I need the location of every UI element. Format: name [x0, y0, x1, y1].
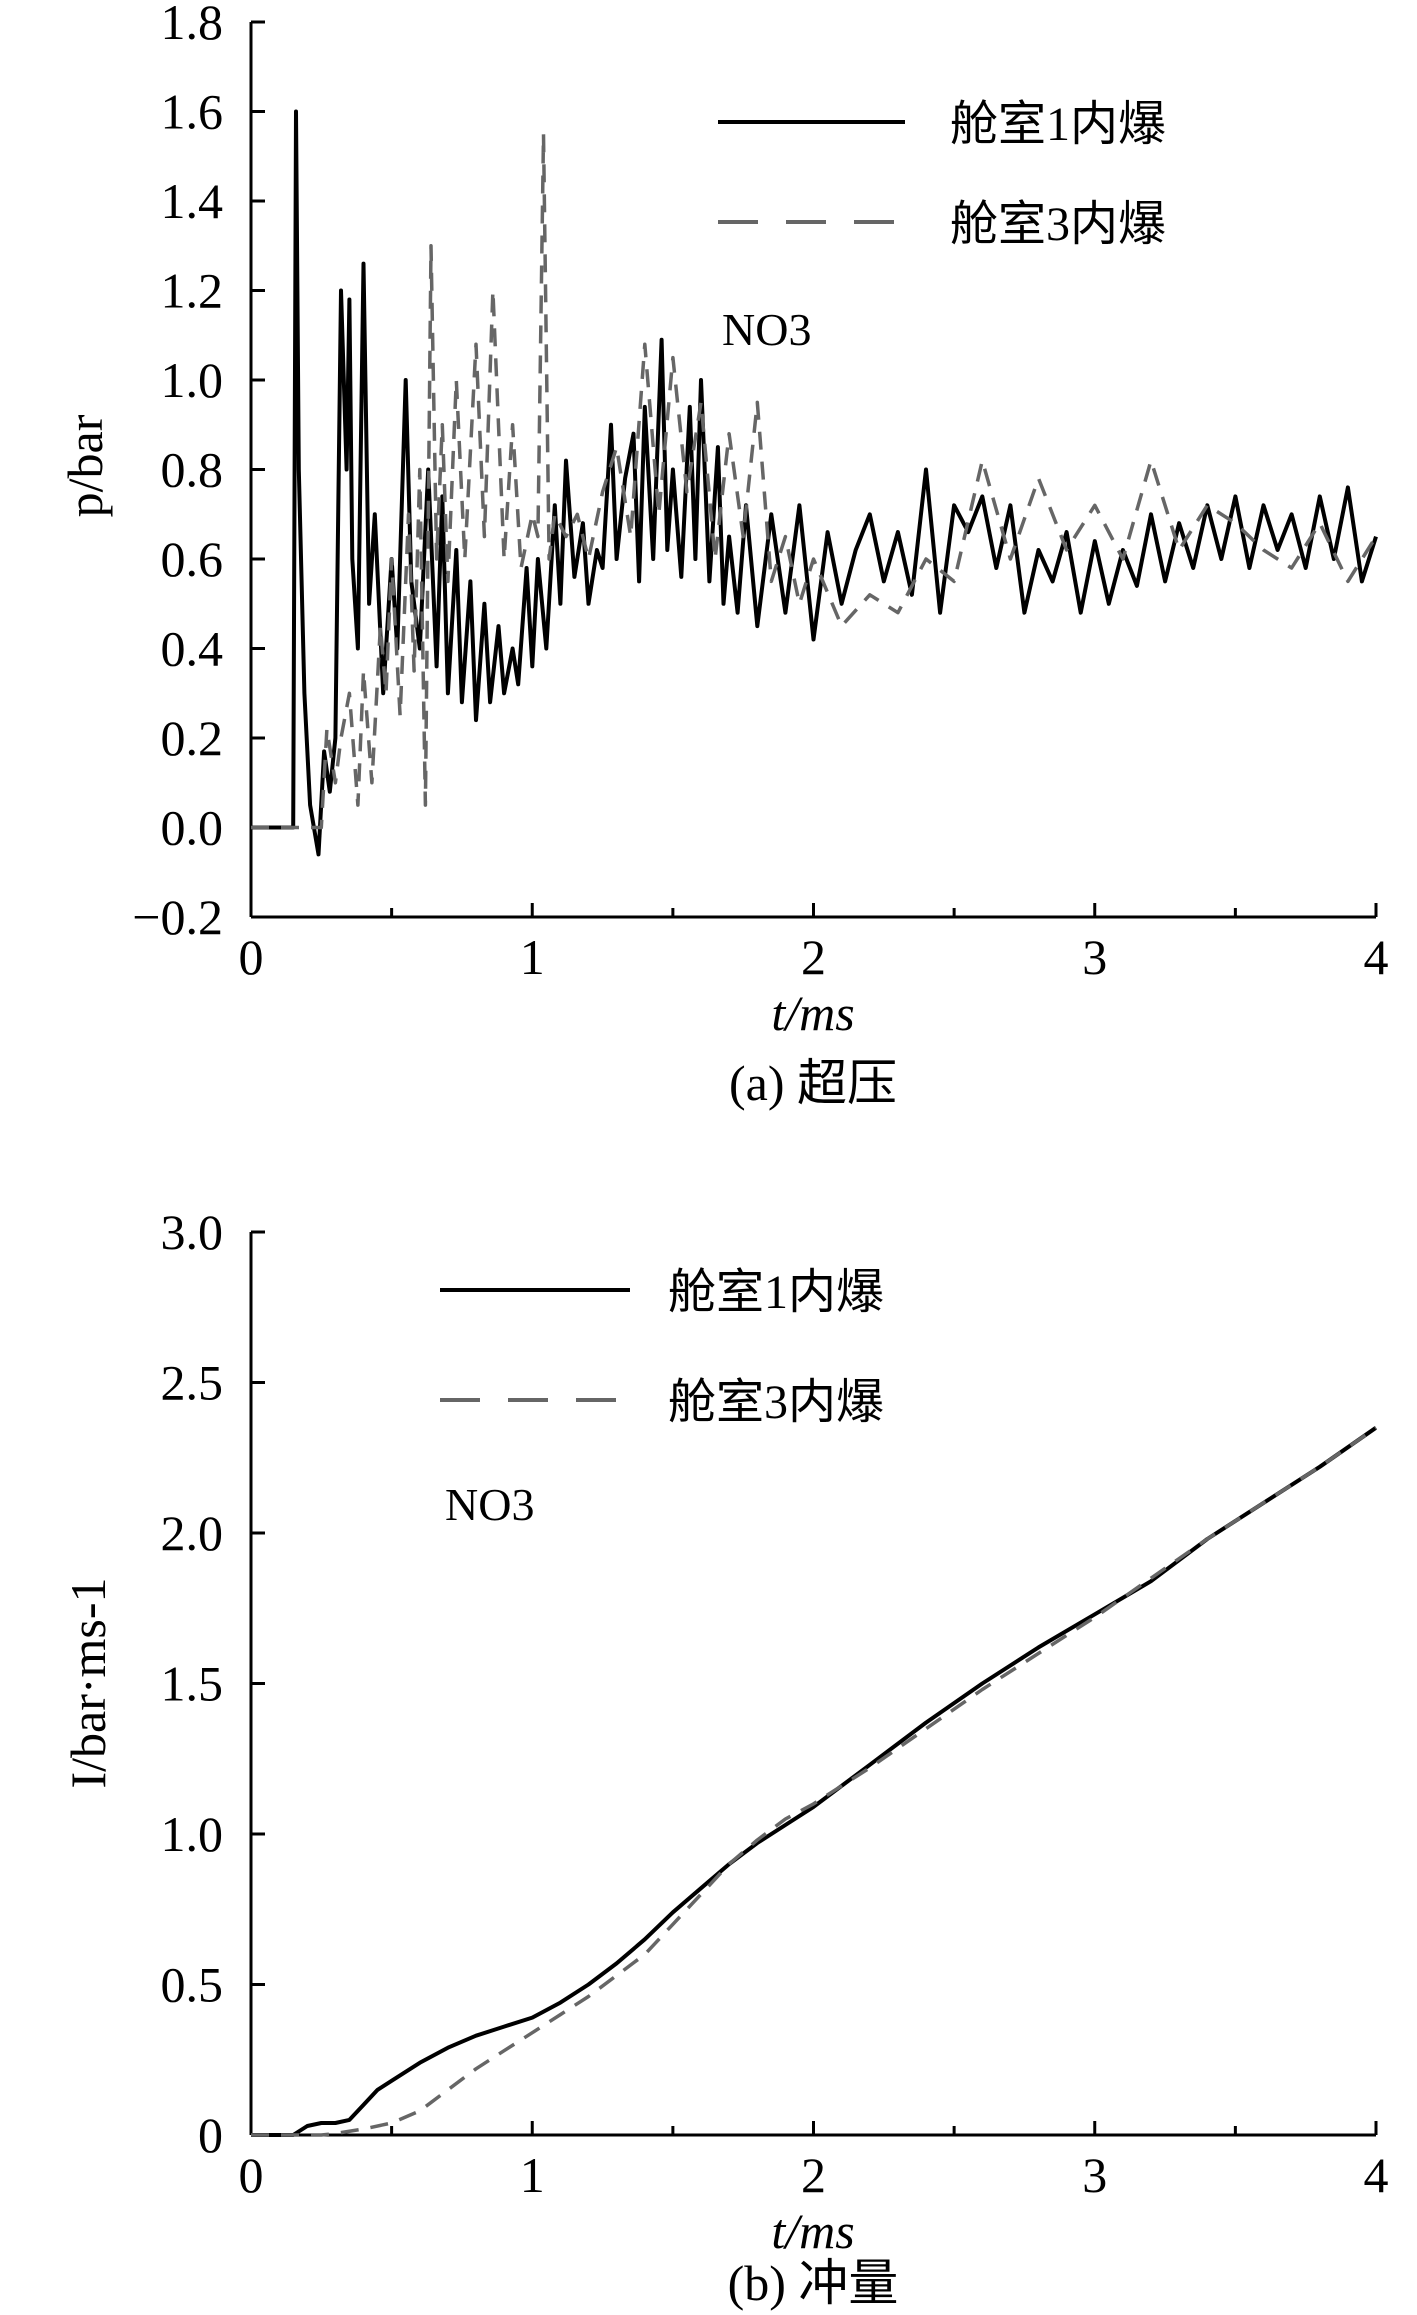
chart-b-y-tick-label: 2.5: [161, 1355, 224, 1411]
chart-b-y-tick-label: 3.0: [161, 1204, 224, 1260]
chart-b-y-tick-label: 0.5: [161, 1957, 224, 2013]
chart-b-x-label: t/ms: [771, 2203, 854, 2259]
chart-b-x-tick-label: 1: [520, 2147, 545, 2203]
chart-b-annotation: NO3: [445, 1479, 534, 1530]
chart-a: 0 1 2 3 4 −0.2 0.0 0.2 0.4 0.6 0.8 1.0 1.2 1.4 1.6 1.8…: [57, 0, 1389, 1111]
chart-a-y-tick-label: 0.8: [161, 442, 224, 498]
chart-b-legend-label-1: 舱室1内爆: [668, 1266, 884, 1319]
chart-b-y-label: I/bar·ms-1: [60, 1577, 116, 1788]
chart-b-legend: 舱室1内爆 舱室3内爆: [440, 1266, 884, 1429]
chart-b-x-tick-label: 2: [801, 2147, 826, 2203]
chart-a-y-tick-label: 0.2: [161, 710, 224, 766]
chart-a-x-label: t/ms: [771, 985, 854, 1041]
chart-a-y-tick-label: 0.6: [161, 531, 224, 587]
chart-b-caption: (b) 冲量: [728, 2255, 899, 2311]
chart-a-series-2-line: [251, 132, 1378, 830]
chart-a-x-tick-label: 1: [520, 929, 545, 985]
chart-a-y-tick-label: 0.4: [161, 621, 224, 677]
chart-b-x-tick-label: 3: [1082, 2147, 1107, 2203]
chart-b-y-tick-label: 0: [198, 2107, 223, 2163]
chart-b-legend-label-2: 舱室3内爆: [668, 1376, 884, 1429]
chart-a-y-tick-label: 1.4: [161, 173, 224, 229]
chart-a-y-tick-label: 1.2: [161, 263, 224, 319]
chart-b: 0 1 2 3 4 0 0.5 1.0 1.5 2.0 2.5 3.0 t/ms I/bar·ms-…: [60, 1204, 1389, 2311]
chart-a-caption: (a) 超压: [729, 1055, 897, 1111]
chart-b-y-tick-label: 1.5: [161, 1656, 224, 1712]
chart-b-series: [251, 1426, 1378, 2137]
chart-b-series-2-line: [251, 1426, 1377, 2137]
chart-a-y-label: p/bar: [57, 414, 113, 517]
chart-a-x-tick-label: 2: [801, 929, 826, 985]
chart-a-series: [251, 109, 1378, 857]
chart-a-y-tick-label: 0.0: [161, 800, 224, 856]
chart-b-x-tick-label: 0: [239, 2147, 264, 2203]
chart-a-y-tick-label: 1.6: [161, 84, 224, 140]
chart-a-y-ticks: −0.2 0.0 0.2 0.4 0.6 0.8 1.0 1.2 1.4 1.6 1.8: [132, 0, 265, 945]
chart-a-y-tick-label: −0.2: [132, 889, 223, 945]
chart-b-x-ticks: 0 1 2 3 4: [239, 2121, 1389, 2203]
chart-a-y-tick-label: 1.0: [161, 352, 224, 408]
chart-a-legend: 舱室1内爆 舱室3内爆: [718, 98, 1166, 251]
chart-a-x-ticks: 0 1 2 3 4: [239, 903, 1389, 985]
chart-b-series-1-line: [251, 1426, 1378, 2137]
chart-a-legend-label-2: 舱室3内爆: [950, 198, 1166, 251]
chart-a-legend-label-1: 舱室1内爆: [950, 98, 1166, 151]
chart-a-annotation: NO3: [722, 304, 811, 355]
chart-a-y-tick-label: 1.8: [161, 0, 224, 50]
chart-b-y-ticks: 0 0.5 1.0 1.5 2.0 2.5 3.0: [161, 1204, 265, 2163]
chart-b-x-tick-label: 4: [1364, 2147, 1389, 2203]
chart-b-y-tick-label: 2.0: [161, 1505, 224, 1561]
chart-a-x-tick-label: 4: [1364, 929, 1389, 985]
chart-a-x-tick-label: 0: [239, 929, 264, 985]
chart-b-y-tick-label: 1.0: [161, 1806, 224, 1862]
chart-a-x-tick-label: 3: [1082, 929, 1107, 985]
